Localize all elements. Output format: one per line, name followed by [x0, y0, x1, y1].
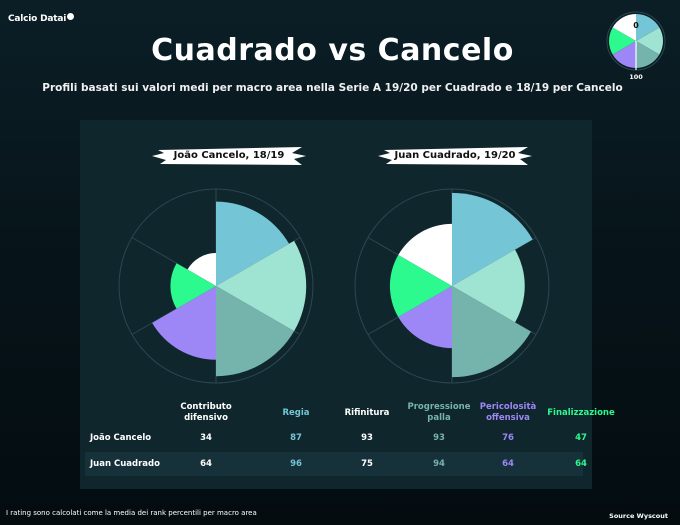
legend-max-label: 100 — [629, 73, 643, 81]
column-header-regia: Regia — [282, 407, 310, 418]
table-row: João Cancelo 34 87 93 93 76 47 — [85, 426, 587, 450]
page-subtitle: Profili basati sui valori medi per macro… — [42, 82, 623, 94]
polar-chart-cuadrado — [354, 188, 550, 384]
cell-contributo-difensivo: 34 — [200, 433, 212, 443]
chart-0-wedge-regia — [216, 201, 290, 286]
footnote: I rating sono calcolati come la media de… — [6, 509, 257, 517]
column-header-rifinitura: Rifinitura — [344, 407, 390, 418]
legend-wedge-finalizzazione — [609, 27, 636, 55]
page-title: Cuadrado vs Cancelo — [151, 33, 514, 68]
chart-1-wedge-finalizzazione — [389, 254, 452, 318]
cell-progressione-palla: 94 — [433, 459, 445, 469]
legend-min-label: 0 — [633, 21, 639, 30]
legend-polar-icon: 0 — [606, 11, 666, 71]
chart-panel: João Cancelo, 18/19 Juan Cuadrado, 19/20 — [80, 120, 592, 489]
legend-wedge-progressione-palla — [636, 41, 660, 68]
column-header-progressione-palla: Progressione palla — [407, 402, 471, 423]
cell-progressione-palla: 93 — [433, 433, 445, 443]
cell-finalizzazione: 64 — [575, 459, 587, 469]
source-note: Source Wyscout — [609, 512, 668, 520]
player-label-cuadrado: Juan Cuadrado, 19/20 — [378, 145, 532, 167]
cell-finalizzazione: 47 — [575, 433, 587, 443]
chart-0-wedge-progressione-palla — [216, 286, 295, 377]
chart-0-wedge-pericolosita-offensiva — [152, 286, 216, 360]
chart-0-wedge-finalizzazione — [170, 263, 216, 309]
cell-rifinitura: 75 — [361, 459, 373, 469]
cell-contributo-difensivo: 64 — [200, 459, 212, 469]
football-icon — [67, 13, 75, 20]
row-player-name: João Cancelo — [90, 433, 152, 443]
cell-rifinitura: 93 — [361, 433, 373, 443]
chart-1-wedge-progressione-palla — [452, 286, 531, 378]
cell-regia: 96 — [290, 459, 302, 469]
legend-wedge-contributo-difensivo — [612, 14, 636, 41]
chart-1-wedge-pericolosita-offensiva — [398, 286, 452, 349]
legend-wedge-rifinitura — [636, 27, 663, 55]
brand-logo: Calcio Datai — [8, 13, 75, 24]
chart-0-wedge-rifinitura — [216, 240, 307, 332]
polar-chart-cancelo — [118, 188, 314, 384]
legend-wedge-regia — [636, 14, 660, 41]
row-player-name: Juan Cuadrado — [90, 459, 160, 469]
column-header-pericolosita-offensiva: Pericolosità offensiva — [479, 402, 537, 423]
scale-legend: 0 100 — [605, 10, 667, 85]
legend-wedge-pericolosita-offensiva — [612, 41, 636, 68]
chart-0-wedge-contributo-difensivo — [187, 253, 216, 286]
column-header-contributo-difensivo: Contributo difensivo — [180, 402, 232, 423]
chart-1-wedge-contributo-difensivo — [398, 223, 452, 286]
chart-1-wedge-regia — [452, 192, 533, 286]
cell-pericolosita-offensiva: 64 — [502, 459, 514, 469]
cell-regia: 87 — [290, 433, 302, 443]
table-row: Juan Cuadrado 64 96 75 94 64 64 — [85, 452, 587, 476]
player-label-cancelo: João Cancelo, 18/19 — [152, 145, 306, 167]
cell-pericolosita-offensiva: 76 — [502, 433, 514, 443]
column-header-finalizzazione: Finalizzazione — [547, 407, 615, 418]
chart-1-wedge-rifinitura — [452, 249, 525, 323]
